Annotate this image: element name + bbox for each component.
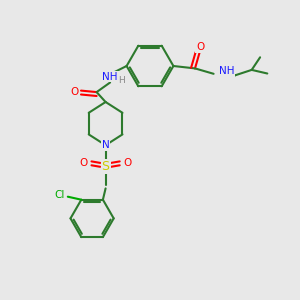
Text: O: O xyxy=(70,87,79,97)
Text: NH: NH xyxy=(102,71,118,82)
Text: S: S xyxy=(102,160,110,173)
Text: O: O xyxy=(196,42,204,52)
Text: N: N xyxy=(102,140,110,150)
Text: H: H xyxy=(118,76,125,85)
Text: NH: NH xyxy=(219,66,235,76)
Text: O: O xyxy=(79,158,88,169)
Text: Cl: Cl xyxy=(54,190,64,200)
Text: O: O xyxy=(124,158,132,169)
